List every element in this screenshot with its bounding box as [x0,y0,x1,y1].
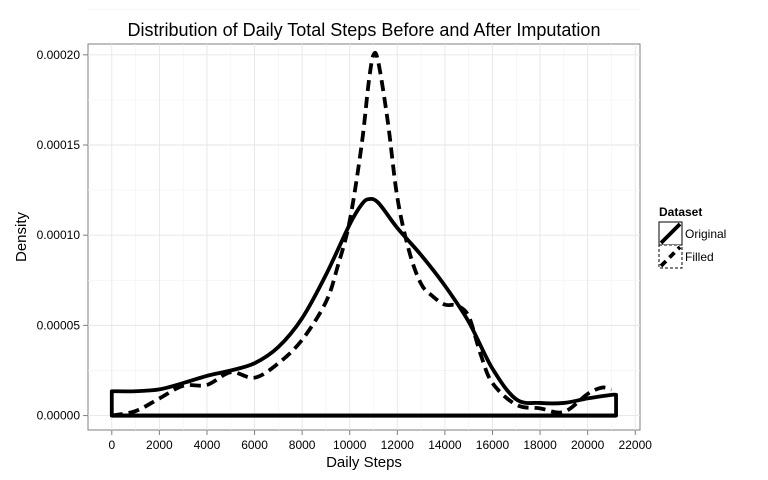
y-tick-label: 0.00020 [37,48,81,62]
legend-key-line [659,222,682,245]
legend-key-filled [658,244,683,269]
x-tick-label: 16000 [476,438,510,452]
legend-key-line [659,245,682,268]
x-tick-label: 2000 [146,438,173,452]
legend-title: Dataset [659,205,702,219]
legend-label-original: Original [685,227,726,241]
x-tick-label: 10000 [333,438,367,452]
y-tick-label: 0.00010 [37,228,81,242]
series-line-filled [111,50,612,418]
x-tick-label: 14000 [428,438,462,452]
legend: Dataset Original Filled [658,205,726,269]
y-tick-label: 0.00000 [37,409,81,423]
legend-key-original [658,221,683,246]
axes: 0 2000 4000 6000 8000 10000 12000 14000 16000 180… [37,48,653,452]
y-tick-label: 0.00015 [37,138,81,152]
x-tick-label: 18000 [523,438,557,452]
plot-background [87,43,641,431]
chart-title: Distribution of Daily Total Steps Before… [128,20,601,40]
x-axis-title: Daily Steps [326,454,402,471]
x-tick-label: 22000 [619,438,653,452]
y-axis-title: Density [13,211,30,262]
x-tick-label: 8000 [289,438,316,452]
x-tick-label: 12000 [381,438,415,452]
x-tick-label: 0 [108,438,115,452]
legend-label-filled: Filled [685,250,714,264]
y-tick-label: 0.00005 [37,318,81,332]
series-line-original [109,196,618,418]
x-tick-label: 4000 [194,438,221,452]
x-tick-label: 20000 [571,438,605,452]
data-lines [109,50,618,418]
x-tick-label: 6000 [241,438,268,452]
